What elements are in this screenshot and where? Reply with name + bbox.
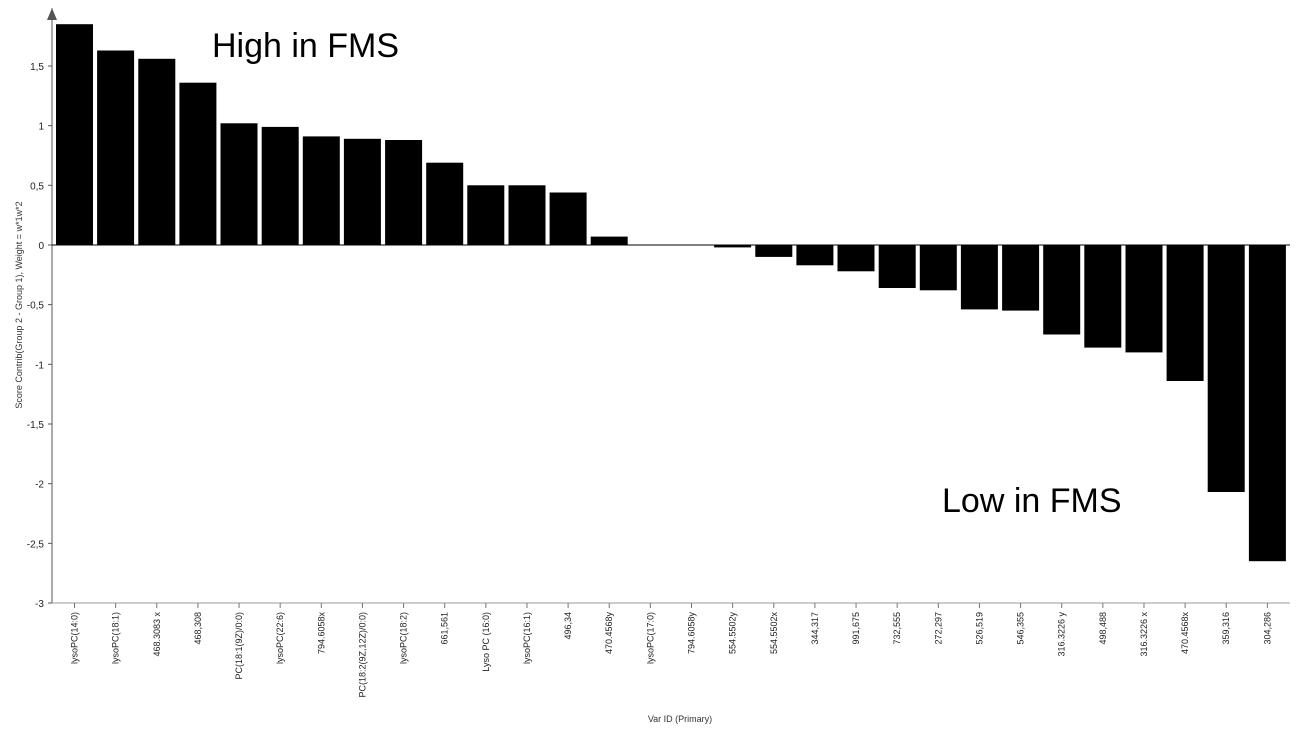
y-axis-label: Score Contrib(Group 2 - Group 1), Weight…: [14, 201, 24, 408]
bar: [1166, 245, 1204, 381]
bar: [878, 245, 916, 288]
bars: [52, 24, 1290, 562]
category-label: 272,297: [933, 612, 943, 645]
y-tick-label: -0,5: [27, 301, 45, 312]
bar: [960, 245, 998, 310]
bar: [1125, 245, 1163, 353]
x-ticks: [74, 603, 1268, 608]
bar: [549, 192, 587, 245]
bar: [1002, 245, 1040, 311]
category-label: 794.6058y: [687, 612, 697, 655]
bar: [1207, 245, 1245, 492]
y-tick-label: 0,5: [30, 181, 44, 192]
category-label: 470.4568x: [1180, 612, 1190, 655]
bar: [97, 50, 135, 245]
category-label: 554.5502y: [728, 612, 738, 655]
bar: [919, 245, 957, 291]
category-label: lysoPC(18:2): [399, 612, 409, 664]
category-label: 470.4568y: [604, 612, 614, 655]
bar: [590, 236, 628, 245]
y-tick-label: -3: [35, 599, 44, 610]
y-tick-label: 1,5: [30, 62, 44, 73]
category-label: 991,675: [851, 612, 861, 645]
category-label: 661,561: [440, 612, 450, 645]
category-label: lysoPC(14:0): [70, 612, 80, 664]
x-axis: [52, 602, 1290, 608]
annotation-high: High in FMS: [212, 27, 399, 65]
bar: [302, 136, 340, 245]
bar: [673, 245, 710, 246]
bar: [508, 185, 546, 245]
bar: [837, 245, 875, 272]
y-tick-label: -1,5: [27, 420, 45, 431]
category-label: 794.6058x: [316, 612, 326, 655]
category-label: 498,488: [1098, 612, 1108, 645]
bar: [220, 123, 258, 245]
bar: [714, 245, 752, 248]
bar: [1084, 245, 1122, 348]
category-label: 316.3226 y: [1057, 612, 1067, 657]
bar: [385, 140, 423, 245]
category-labels: lysoPC(14:0) lysoPC(18:1) 468.3083 x 468,30…: [70, 612, 1273, 698]
y-ticks: 1,5 1 0,5 0 -0,5 -1 -1,5 -2 -2,5 -3: [27, 62, 52, 610]
bar: [631, 245, 669, 246]
category-label: 468,308: [193, 612, 203, 645]
bar: [426, 162, 464, 245]
category-label: Lyso PC (16:0): [481, 612, 491, 672]
y-tick-label: 0: [38, 241, 44, 252]
category-label: 546,355: [1016, 612, 1026, 645]
y-tick-label: -2: [35, 480, 44, 491]
x-axis-label: Var ID (Primary): [648, 714, 712, 724]
bar: [138, 58, 176, 245]
y-tick-label: -1: [35, 360, 44, 371]
y-axis-arrow-icon: [47, 8, 57, 20]
category-label: 732,555: [892, 612, 902, 645]
category-label: lysoPC(16:1): [522, 612, 532, 664]
category-label: lysoPC(18:1): [111, 612, 121, 664]
category-label: 468.3083 x: [152, 612, 162, 657]
category-label: 359,316: [1221, 612, 1231, 645]
bar: [467, 185, 505, 245]
bar: [56, 24, 93, 246]
y-axis: 1,5 1 0,5 0 -0,5 -1 -1,5 -2 -2,5 -3: [27, 8, 57, 610]
bar: [796, 245, 834, 266]
category-label: 526,519: [974, 612, 984, 645]
category-label: PC(18:2(9Z,12Z)/0:0): [357, 612, 367, 698]
y-tick-label: -2,5: [27, 539, 45, 550]
bar: [343, 138, 381, 245]
category-label: 554.5502x: [769, 612, 779, 655]
category-label: 304,286: [1262, 612, 1272, 645]
bar: [755, 245, 793, 257]
y-tick-label: 1: [38, 122, 44, 133]
category-label: lysoPC(17:0): [645, 612, 655, 664]
category-label: lysoPC(22:6): [275, 612, 285, 664]
annotation-low: Low in FMS: [942, 482, 1122, 520]
category-label: PC(18:1(9Z)/0:0): [234, 612, 244, 680]
category-label: 316.3226 x: [1139, 612, 1149, 657]
category-label: 344,317: [810, 612, 820, 645]
bar: [179, 82, 217, 245]
bar: [1043, 245, 1081, 335]
bar: [261, 126, 299, 245]
category-label: 496,34: [563, 612, 573, 640]
bar: [1248, 245, 1286, 562]
